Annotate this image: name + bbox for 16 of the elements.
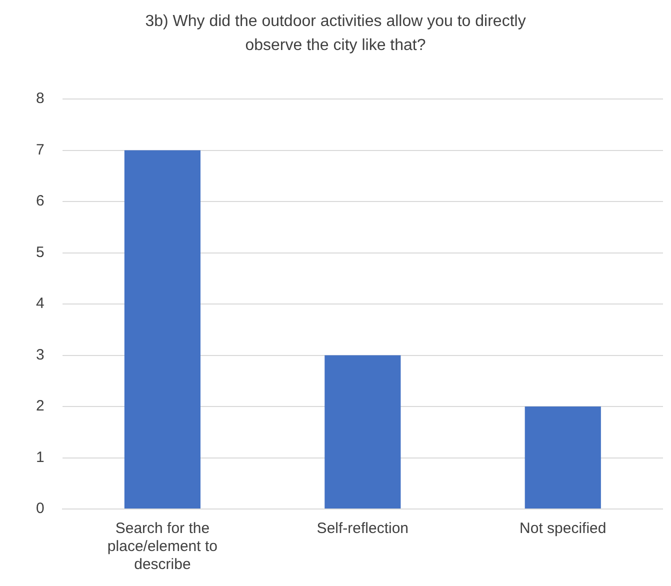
y-tick-label: 1 [36, 448, 44, 466]
bar [124, 150, 200, 508]
x-tick-label: Self-reflection [316, 520, 409, 538]
x-tick-label: Not specified [520, 520, 606, 538]
y-tick-label: 7 [36, 141, 44, 158]
y-tick-label: 0 [36, 500, 44, 518]
bar [524, 406, 601, 508]
y-tick-label: 8 [36, 90, 44, 108]
y-tick-label: 2 [36, 398, 44, 415]
y-tick-label: 3 [36, 346, 44, 364]
y-tick-label: 5 [36, 244, 44, 261]
bar [324, 355, 401, 508]
y-tick-label: 4 [36, 295, 44, 312]
chart-title: 3b) Why did the outdoor activities allow you to directly observe the city like that? [144, 12, 527, 56]
x-tick-label: Search for the place/element to describe [107, 520, 218, 574]
y-tick-label: 6 [36, 192, 44, 210]
